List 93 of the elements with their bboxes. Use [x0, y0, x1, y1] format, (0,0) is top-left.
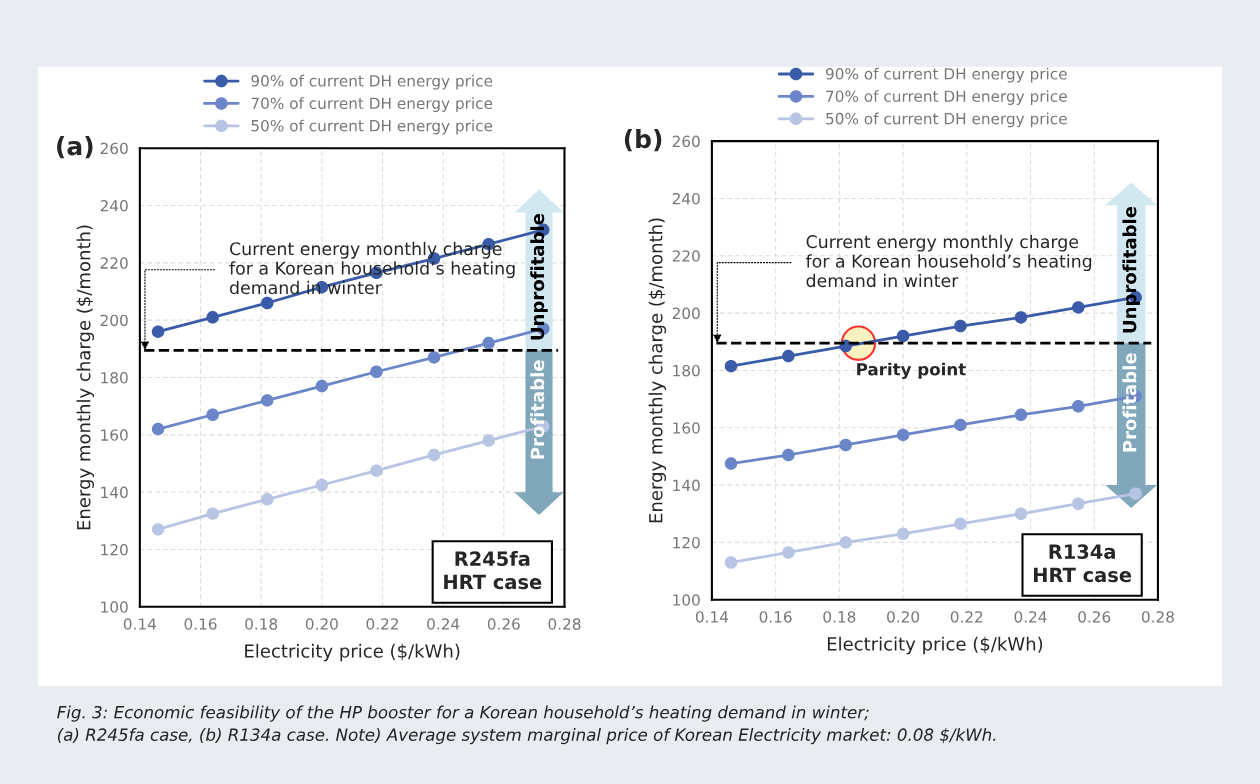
- y-tick-label: 180: [673, 364, 700, 377]
- y-tick-label: 220: [100, 257, 128, 269]
- point: [261, 296, 274, 310]
- point: [954, 418, 967, 432]
- point: [151, 523, 165, 536]
- x-tick-label: 0.16: [759, 611, 792, 623]
- caption: Fig. 3: Economic feasibility of the HP booster for a Korean household’s heating demand in winter; (a) R245fa case, (b) R134a case. Note) Average system marginal price of Korean Electricity market: 0.08 $/kWh.: [57, 705, 996, 745]
- point: [315, 478, 329, 492]
- x-tick-label: 0.14: [695, 611, 729, 623]
- point: [206, 311, 219, 324]
- x-tick-label: 0.24: [1014, 611, 1047, 623]
- point: [1072, 301, 1085, 314]
- legend-label: 90% of current DH energy price: [251, 74, 493, 90]
- x-tick-label: 0.16: [184, 618, 217, 630]
- y-tick-label: 140: [673, 479, 700, 492]
- point: [724, 359, 738, 373]
- point: [782, 448, 795, 462]
- annotation: Parity point: [857, 362, 966, 379]
- x-tick-label: 0.18: [823, 611, 856, 623]
- x-tick-label: 0.22: [366, 618, 398, 630]
- point: [1072, 497, 1085, 510]
- point: [261, 394, 274, 407]
- x-tick-label: 0.26: [487, 618, 520, 630]
- y-axis-title: Energy monthly charge ($/month): [648, 218, 667, 523]
- point: [427, 351, 441, 364]
- legend-label: 50% of current DH energy price: [251, 119, 493, 135]
- y-tick-label: 200: [672, 307, 700, 320]
- y-tick-label: 140: [101, 486, 128, 499]
- x-tick-label: 0.20: [305, 618, 338, 630]
- annotation: Unprofitable: [1122, 206, 1140, 333]
- point: [782, 546, 795, 559]
- x-tick-label: 0.18: [245, 618, 278, 630]
- annotation: Profitable: [530, 360, 545, 459]
- point: [839, 438, 852, 452]
- point: [1014, 311, 1028, 324]
- legend-label: 50% of current DH energy price: [826, 112, 1067, 128]
- point: [206, 408, 219, 422]
- point: [370, 365, 383, 379]
- chart-title: (b): [624, 129, 662, 152]
- point: [482, 336, 495, 350]
- y-tick-label: 240: [100, 199, 128, 212]
- point: [954, 517, 967, 531]
- y-tick-label: 220: [672, 250, 700, 262]
- x-tick-label: 0.22: [950, 611, 983, 623]
- x-tick-label: 0.14: [123, 618, 157, 630]
- y-tick-label: 100: [673, 594, 700, 606]
- legend-label: 70% of current DH energy price: [826, 90, 1067, 105]
- x-tick-label: 0.20: [887, 611, 920, 623]
- point: [724, 556, 738, 569]
- annotation: Unprofitable: [530, 214, 548, 340]
- point: [1014, 408, 1028, 422]
- y-tick-label: 180: [101, 371, 128, 384]
- point: [896, 428, 910, 442]
- x-tick-label: 0.26: [1078, 611, 1111, 623]
- y-tick-label: 240: [672, 192, 700, 205]
- point: [370, 464, 383, 477]
- point: [896, 527, 910, 541]
- x-tick-label: 0.24: [427, 618, 460, 630]
- annotation: R245fa HRT case: [444, 550, 542, 590]
- point: [482, 434, 495, 447]
- point: [724, 457, 738, 470]
- annotation: R134a HRT case: [1033, 544, 1132, 583]
- chart-title: (a): [57, 136, 93, 159]
- x-tick-label: 0.28: [1141, 611, 1174, 623]
- legend-label: 70% of current DH energy price: [251, 97, 493, 112]
- point: [206, 507, 219, 520]
- y-axis-title: Energy monthly charge ($/month): [76, 225, 95, 530]
- point: [151, 325, 165, 338]
- annotation: Profitable: [1122, 353, 1137, 452]
- x-tick-label: 0.28: [548, 618, 581, 630]
- point: [151, 422, 165, 436]
- y-tick-label: 120: [673, 536, 700, 549]
- y-tick-label: 160: [673, 422, 700, 434]
- point: [1072, 400, 1085, 413]
- legend-label: 90% of current DH energy price: [825, 67, 1067, 83]
- x-axis-title: Electricity price ($/kWh): [245, 643, 460, 662]
- x-axis-title: Electricity price ($/kWh): [827, 636, 1043, 655]
- point: [1129, 487, 1142, 500]
- point: [896, 329, 910, 343]
- y-tick-label: 260: [100, 142, 128, 155]
- point: [954, 319, 967, 333]
- y-tick-label: 160: [101, 429, 128, 441]
- y-tick-label: 260: [672, 135, 700, 148]
- y-tick-label: 120: [101, 543, 128, 556]
- point: [427, 448, 441, 462]
- point: [782, 349, 795, 363]
- point: [839, 536, 852, 549]
- point: [1014, 507, 1028, 521]
- y-tick-label: 200: [100, 314, 128, 327]
- point: [315, 379, 329, 393]
- point: [261, 493, 274, 506]
- ref-line-label: Current energy monthly charge for a Korean household’s heating demand in winter: [805, 234, 1092, 288]
- y-tick-label: 100: [101, 601, 128, 613]
